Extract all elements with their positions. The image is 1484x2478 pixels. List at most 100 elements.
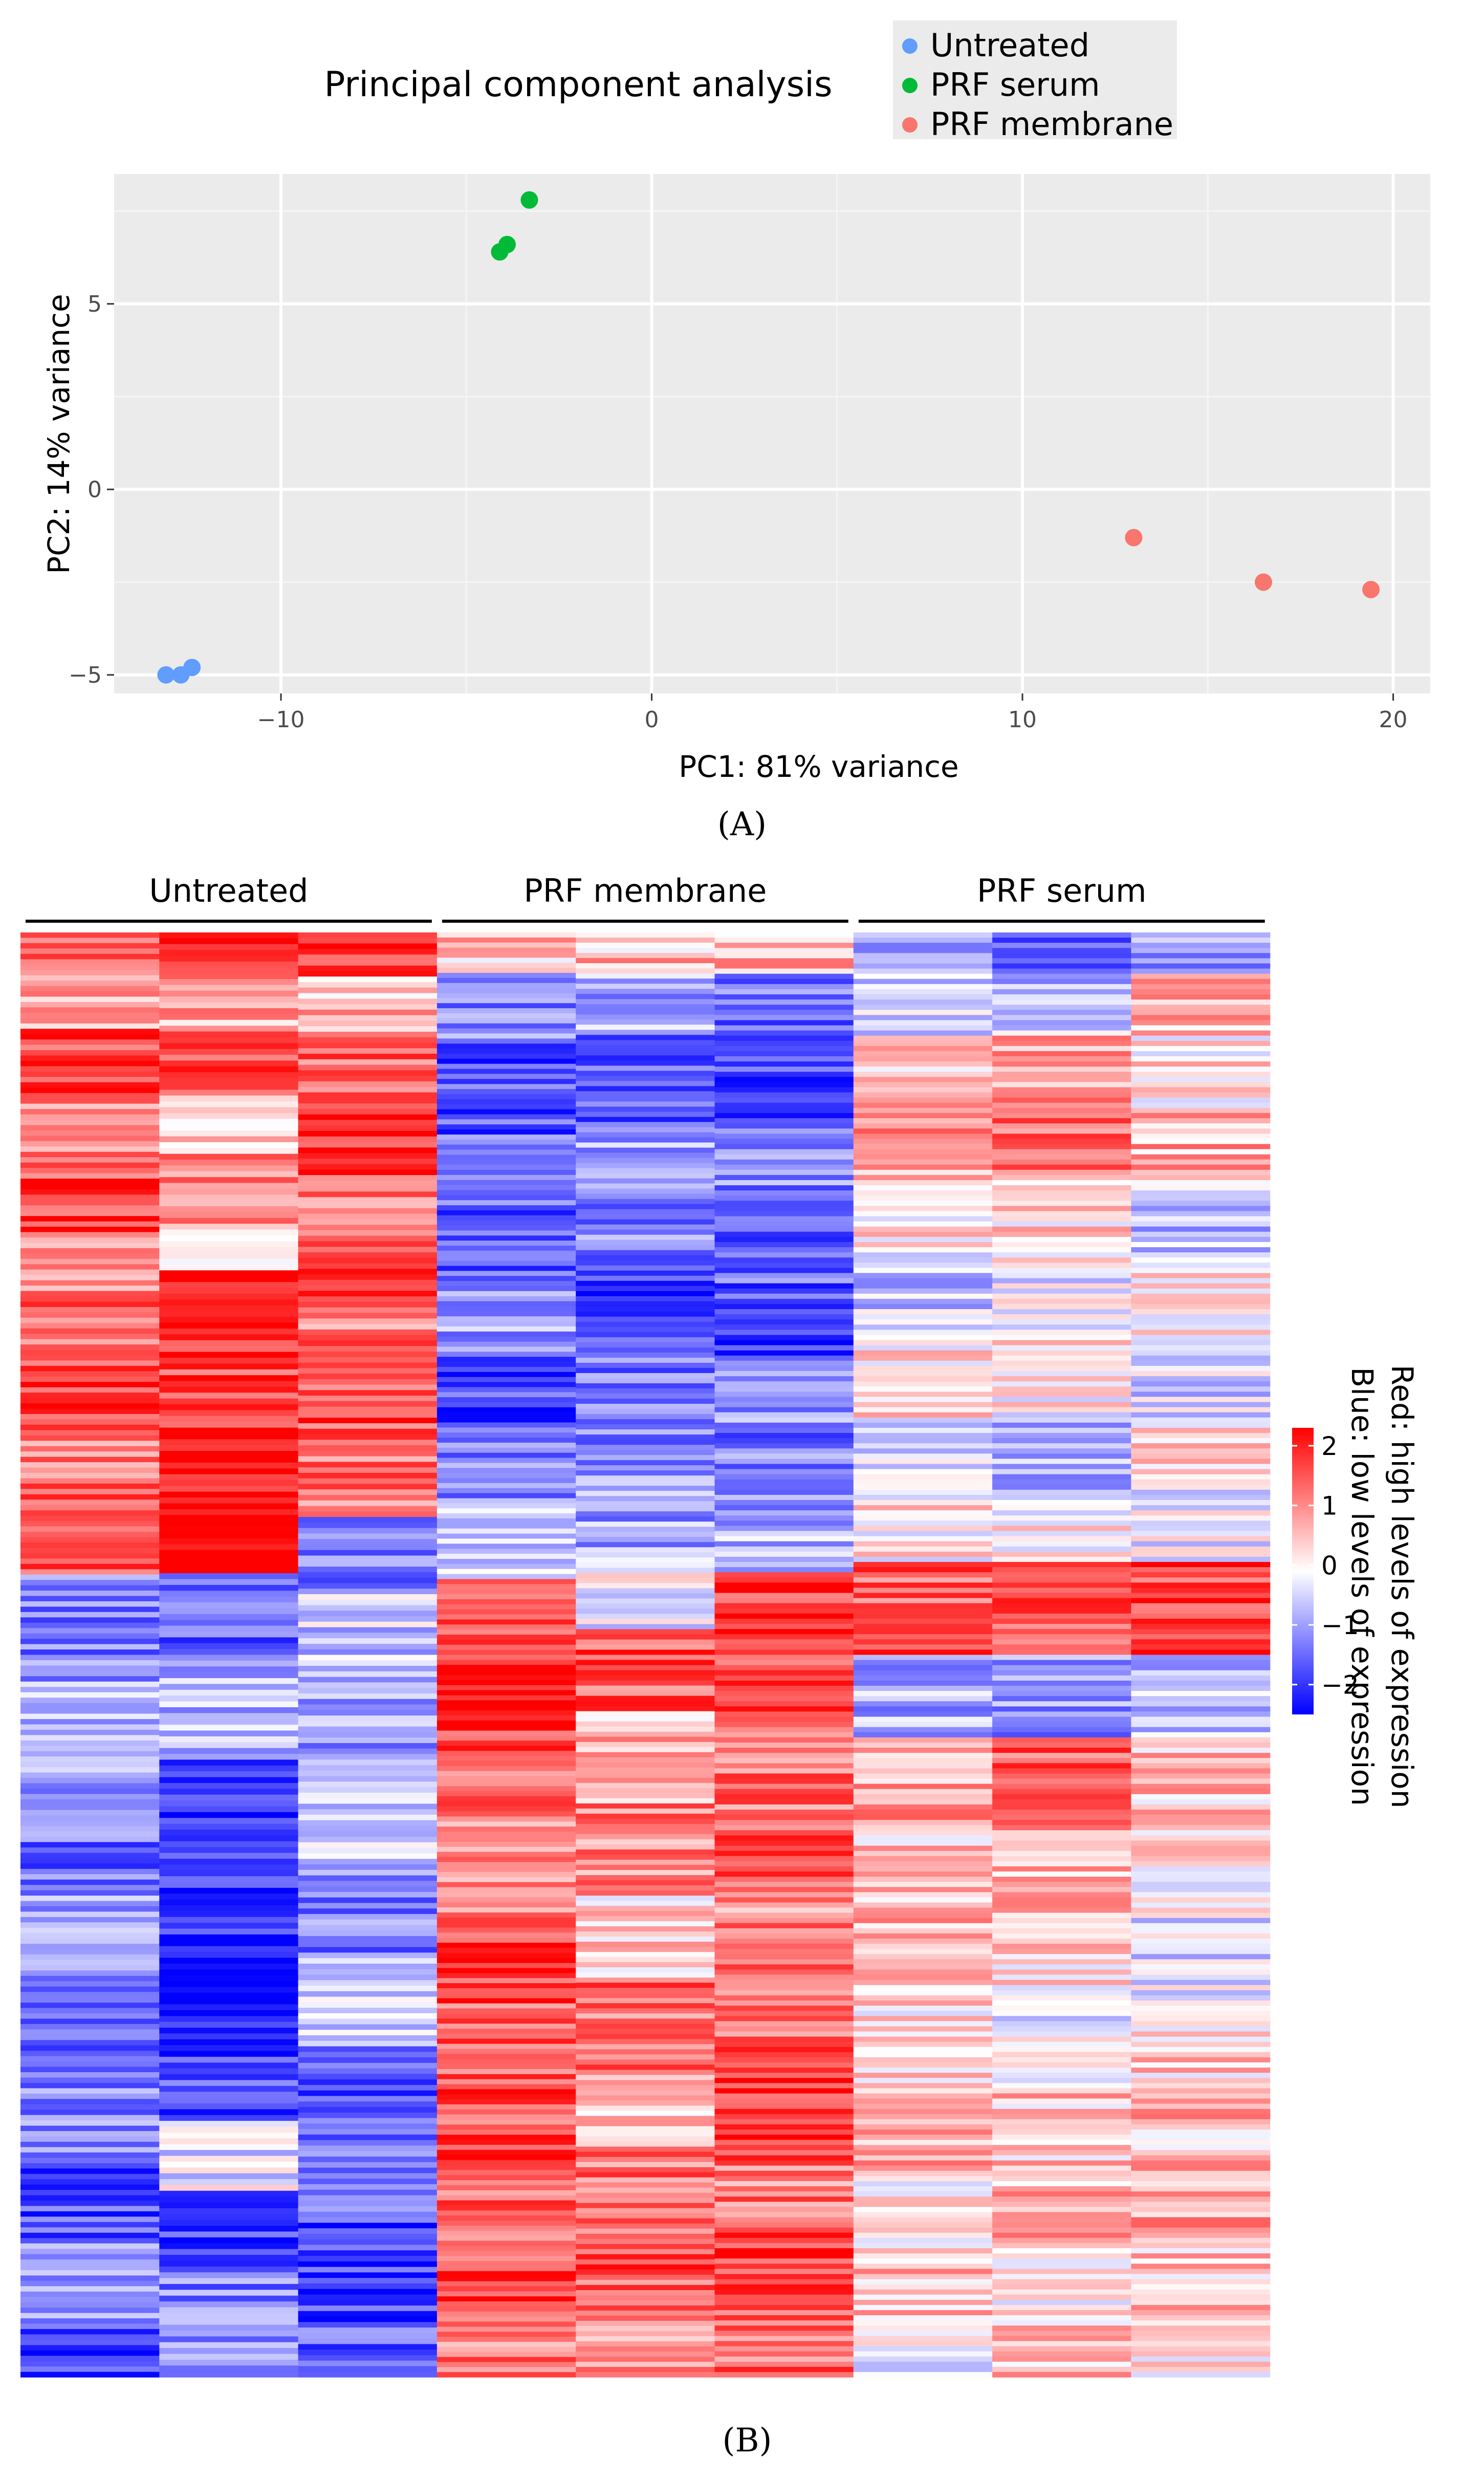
- heatmap-cell: [714, 2150, 854, 2156]
- heatmap-cell: [576, 1019, 715, 1025]
- heatmap-cell: [853, 984, 993, 990]
- heatmap-cell: [1131, 2001, 1271, 2006]
- pca-point: [520, 191, 538, 209]
- heatmap-cell: [576, 1527, 715, 1532]
- heatmap-cell: [853, 1144, 993, 1150]
- heatmap-cell: [714, 2031, 854, 2037]
- heatmap-cell: [298, 1914, 438, 1920]
- heatmap-cell: [20, 1178, 160, 1185]
- heatmap-cell: [20, 1435, 160, 1441]
- heatmap-cell: [298, 1616, 438, 1622]
- heatmap-cell: [853, 1438, 993, 1444]
- heatmap-cell: [20, 2286, 160, 2292]
- heatmap-cell: [576, 1890, 715, 1896]
- heatmap-cell: [437, 2089, 576, 2095]
- heatmap-cell: [853, 1360, 993, 1366]
- heatmap-cell: [576, 1896, 715, 1901]
- heatmap-cell: [20, 1473, 160, 1479]
- heatmap-cell: [992, 1660, 1131, 1666]
- heatmap-cell: [159, 2220, 299, 2226]
- heatmap-cell: [437, 1665, 576, 1670]
- heatmap-cell: [20, 1703, 160, 1709]
- heatmap-cell: [298, 2084, 438, 2091]
- heatmap-cell: [853, 1784, 993, 1790]
- heatmap-cell: [159, 1591, 299, 1597]
- heatmap-cell: [853, 1660, 993, 1666]
- heatmap-cell: [159, 1451, 299, 1458]
- heatmap-cell: [576, 1583, 715, 1589]
- heatmap-cell: [1131, 2299, 1271, 2306]
- heatmap-cell: [714, 2217, 854, 2223]
- heatmap-cell: [20, 2184, 160, 2190]
- heatmap-cell: [853, 2114, 993, 2120]
- heatmap-cell: [298, 2372, 438, 2378]
- heatmap-cell: [853, 2315, 993, 2321]
- heatmap-cell: [437, 1160, 576, 1165]
- heatmap-cell: [853, 1211, 993, 1217]
- heatmap-cell: [1131, 1969, 1271, 1975]
- pca-y-ticks: −505: [69, 291, 114, 688]
- heatmap-cell: [20, 1612, 160, 1618]
- heatmap-cell: [1131, 1025, 1271, 1031]
- heatmap-cell: [576, 2146, 715, 2153]
- heatmap-cell: [159, 1503, 299, 1510]
- heatmap-cell: [20, 1569, 160, 1575]
- heatmap-cell: [1131, 1670, 1271, 1676]
- heatmap-cell: [992, 2036, 1131, 2042]
- heatmap-cell: [437, 1735, 576, 1741]
- heatmap-cell: [576, 1742, 715, 1748]
- heatmap-cell: [159, 2021, 299, 2028]
- heatmap-cell: [714, 1856, 854, 1862]
- heatmap-cell: [714, 1077, 854, 1082]
- heatmap-cell: [992, 1933, 1131, 1939]
- heatmap-cell: [437, 1715, 576, 1721]
- heatmap-cell: [576, 1219, 715, 1225]
- heatmap-cell: [1131, 2036, 1271, 2042]
- heatmap-cell: [992, 1180, 1131, 1186]
- heatmap-cell: [576, 1280, 715, 1287]
- heatmap-cell: [159, 1864, 299, 1871]
- heatmap-cell: [437, 2135, 576, 2140]
- heatmap-cell: [20, 1109, 160, 1115]
- heatmap-cell: [576, 2039, 715, 2045]
- heatmap-cell: [853, 1474, 993, 1480]
- heatmap-cell: [714, 1711, 854, 1718]
- heatmap-cell: [576, 2192, 715, 2199]
- heatmap-cell: [20, 1922, 160, 1928]
- heatmap-cell: [714, 1185, 854, 1191]
- heatmap-cell: [159, 1375, 299, 1382]
- heatmap-cell: [992, 1128, 1131, 1134]
- heatmap-cell: [853, 1944, 993, 1949]
- heatmap-cell: [714, 2114, 854, 2120]
- heatmap-cell: [159, 1958, 299, 1964]
- heatmap-cell: [576, 2336, 715, 2342]
- heatmap-cell: [159, 2354, 299, 2360]
- heatmap-cell: [159, 1497, 299, 1504]
- heatmap-cell: [576, 2213, 715, 2219]
- pca-x-tick-label: 0: [645, 707, 659, 733]
- heatmap-cell: [298, 1941, 438, 1948]
- heatmap-cell: [298, 1396, 438, 1402]
- heatmap-cell: [992, 2356, 1131, 2362]
- heatmap-cell: [298, 1715, 438, 1722]
- heatmap-cell: [576, 938, 715, 943]
- heatmap-cell: [159, 1952, 299, 1959]
- heatmap-cell: [298, 943, 438, 949]
- heatmap-cell: [298, 1285, 438, 1291]
- heatmap-cell: [853, 2274, 993, 2280]
- heatmap-cell: [992, 1696, 1131, 1702]
- heatmap-cell: [992, 1030, 1131, 1036]
- heatmap-cell: [714, 1593, 854, 1599]
- heatmap-cell: [853, 1871, 993, 1877]
- heatmap-cell: [298, 965, 438, 972]
- heatmap-cell: [437, 1958, 576, 1964]
- heatmap-cell: [1131, 1087, 1271, 1093]
- heatmap-cell: [576, 1506, 715, 1512]
- heatmap-cell: [1131, 1340, 1271, 1346]
- heatmap-cell: [1131, 1185, 1271, 1191]
- heatmap-cell: [853, 1139, 993, 1144]
- heatmap-cell: [714, 1278, 854, 1284]
- heatmap-cell: [437, 1235, 576, 1241]
- heatmap-cell: [576, 1998, 715, 2004]
- heatmap-cell: [159, 2237, 299, 2244]
